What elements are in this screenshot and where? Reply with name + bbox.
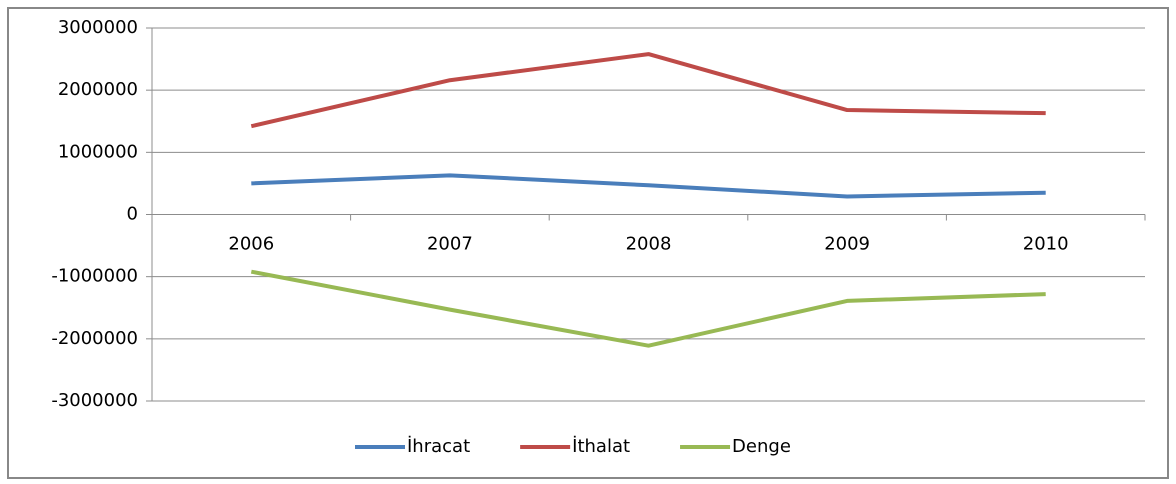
series-line	[250, 52, 1046, 129]
series-line	[250, 269, 1046, 348]
x-tick-label: 2010	[1023, 234, 1069, 255]
chart-frame	[7, 7, 1169, 479]
legend-label: Denge	[732, 436, 791, 457]
series-line	[251, 173, 1046, 199]
x-tick-label: 2008	[626, 234, 672, 255]
legend-label: İhracat	[407, 436, 470, 457]
legend-label: İthalat	[572, 436, 630, 457]
x-tick-label: 2007	[427, 234, 473, 255]
y-tick-label: 2000000	[58, 79, 138, 100]
y-tick-label: 1000000	[58, 141, 138, 162]
x-tick-label: 2006	[228, 234, 274, 255]
y-tick-label: -3000000	[51, 390, 138, 411]
y-tick-label: 3000000	[58, 17, 138, 38]
y-tick-label: -1000000	[51, 266, 138, 287]
y-tick-label: 0	[127, 204, 138, 225]
y-tick-label: -2000000	[51, 328, 138, 349]
x-tick-label: 2009	[824, 234, 870, 255]
